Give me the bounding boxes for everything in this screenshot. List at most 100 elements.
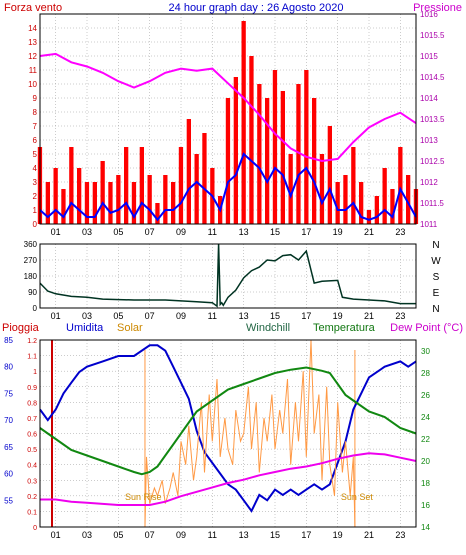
x-tick-label: 15 bbox=[270, 227, 280, 237]
wind-panel-frame bbox=[39, 13, 417, 225]
gust-bar bbox=[390, 189, 395, 224]
gust-bar bbox=[343, 175, 348, 224]
panel-3-legend: Pioggia Umidita Solar Windchill Temperat… bbox=[2, 322, 463, 334]
dewpoint-line bbox=[40, 452, 417, 506]
rain-tick: 0.1 bbox=[27, 509, 37, 516]
x-tick-label: 23 bbox=[395, 311, 405, 321]
gust-bar bbox=[155, 203, 160, 224]
y-left-tick: 12 bbox=[28, 52, 37, 61]
gust-bar bbox=[351, 147, 356, 224]
gust-bar bbox=[327, 126, 332, 224]
x-tick-label: 09 bbox=[176, 227, 186, 237]
gust-bar bbox=[335, 182, 340, 224]
y-right-tick: 1015.5 bbox=[420, 31, 445, 40]
rain-tick: 0.6 bbox=[27, 432, 37, 439]
wind-speed-line bbox=[39, 152, 417, 222]
gust-bar bbox=[100, 161, 105, 224]
x-tick-label: 07 bbox=[145, 530, 155, 540]
gust-bar bbox=[296, 84, 301, 224]
x-tick-label: 13 bbox=[239, 311, 249, 321]
compass-label: E bbox=[433, 288, 440, 299]
solar-line bbox=[144, 339, 356, 528]
rain-tick: 0.7 bbox=[27, 416, 37, 423]
y-left-tick: 0 bbox=[33, 304, 38, 313]
rain-tick: 0.8 bbox=[27, 400, 37, 407]
gust-bar bbox=[163, 175, 168, 224]
humidity-tick: 85 bbox=[4, 336, 13, 345]
gust-bar bbox=[406, 175, 411, 224]
temperature-tick: 24 bbox=[421, 413, 430, 422]
y-right-tick: 1016 bbox=[420, 10, 438, 19]
temperature-tick: 22 bbox=[421, 435, 430, 444]
y-left-tick: 5 bbox=[33, 150, 38, 159]
x-tick-label: 21 bbox=[364, 530, 374, 540]
legend-humidity: Umidita bbox=[66, 322, 104, 334]
y-left-tick: 1 bbox=[33, 206, 38, 215]
x-tick-label: 07 bbox=[145, 227, 155, 237]
y-left-tick: 11 bbox=[29, 66, 38, 75]
temperature-tick: 28 bbox=[421, 369, 430, 378]
x-tick-label: 09 bbox=[176, 311, 186, 321]
compass-label: W bbox=[431, 256, 441, 267]
humidity-tick: 70 bbox=[4, 416, 13, 425]
gust-bar bbox=[53, 168, 58, 224]
compass-label: N bbox=[432, 304, 439, 315]
humidity-tick: 75 bbox=[4, 389, 13, 398]
climate-panel-frame bbox=[39, 339, 417, 528]
x-tick-label: 23 bbox=[395, 227, 405, 237]
y-right-tick: 1015 bbox=[420, 52, 438, 61]
x-tick-label: 11 bbox=[208, 311, 217, 321]
compass-label: S bbox=[433, 272, 440, 283]
gust-bar bbox=[374, 196, 379, 224]
temperature-tick: 20 bbox=[421, 457, 430, 466]
x-tick-label: 19 bbox=[333, 227, 343, 237]
gust-bar bbox=[249, 56, 254, 224]
x-tick-label: 13 bbox=[239, 530, 249, 540]
gust-bar bbox=[108, 182, 113, 224]
gust-bar bbox=[139, 147, 144, 224]
humidity-tick: 80 bbox=[4, 363, 13, 372]
humidity-tick: 65 bbox=[4, 443, 13, 452]
x-tick-label: 05 bbox=[113, 311, 123, 321]
rain-tick: 0.3 bbox=[27, 478, 37, 485]
rain-tick: 0.2 bbox=[27, 494, 37, 501]
y-left-tick: 90 bbox=[28, 288, 37, 297]
gust-bar bbox=[241, 21, 246, 224]
wind-direction-line bbox=[39, 243, 416, 308]
legend-dewpoint: Dew Point (°C) bbox=[390, 322, 463, 334]
gust-bar bbox=[61, 189, 66, 224]
legend-rain: Pioggia bbox=[2, 322, 40, 334]
direction-panel-frame bbox=[39, 243, 417, 309]
y-left-tick: 0 bbox=[33, 220, 38, 229]
temperature-tick: 30 bbox=[421, 347, 430, 356]
gust-bar bbox=[202, 133, 207, 224]
x-tick-label: 17 bbox=[301, 227, 311, 237]
gust-bar bbox=[116, 175, 121, 224]
gust-bar bbox=[124, 147, 129, 224]
wind-pressure-panel: 0123456789101112131410111011.510121012.5… bbox=[28, 10, 445, 237]
compass-label: N bbox=[432, 240, 439, 251]
x-tick-label: 17 bbox=[301, 530, 311, 540]
y-left-tick: 6 bbox=[33, 136, 38, 145]
gust-bar bbox=[382, 168, 387, 224]
gust-bar bbox=[366, 210, 372, 224]
gust-bar bbox=[225, 98, 231, 224]
header-title: 24 hour graph day : 26 Agosto 2020 bbox=[169, 2, 344, 14]
x-tick-label: 15 bbox=[270, 311, 280, 321]
y-left-tick: 270 bbox=[24, 256, 38, 265]
gust-bar bbox=[398, 147, 403, 224]
y-right-tick: 1011.5 bbox=[420, 199, 444, 208]
rain-humidity-temperature-panel: Sun Rise Sun Set 55 60 65 70 75 80 85 0 0.1 0.2 0.3 0… bbox=[4, 336, 430, 540]
temperature-tick: 18 bbox=[421, 479, 430, 488]
gust-bar bbox=[312, 98, 317, 224]
y-left-tick: 360 bbox=[24, 240, 38, 249]
sunset-label: Sun Set bbox=[341, 492, 374, 502]
y-left-tick: 10 bbox=[28, 80, 37, 89]
gust-bar bbox=[84, 182, 90, 224]
gust-bar bbox=[280, 91, 285, 224]
gust-bar bbox=[92, 182, 97, 224]
x-tick-label: 23 bbox=[395, 530, 405, 540]
